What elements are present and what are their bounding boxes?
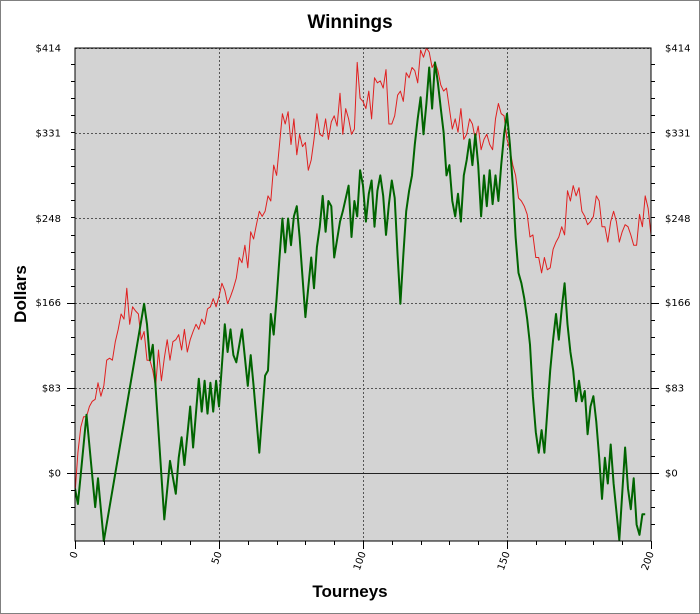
y-tick-labels-left: $0 $83 $166 $248 $331 $414 bbox=[36, 44, 61, 480]
x-tick-label: 100 bbox=[352, 550, 369, 572]
chart-title: Winnings bbox=[307, 12, 393, 33]
x-tick-label: 200 bbox=[640, 550, 657, 572]
y-tick-label-right: $83 bbox=[665, 383, 684, 394]
x-tick-labels: 0 50 100 150 200 bbox=[68, 550, 657, 572]
axis-ticks bbox=[67, 64, 659, 549]
y-tick-label-right: $248 bbox=[665, 214, 690, 225]
plot-area bbox=[75, 48, 651, 541]
y-tick-label-left: $414 bbox=[36, 44, 61, 55]
series-line-green bbox=[75, 61, 646, 542]
y-tick-label-right: $166 bbox=[665, 298, 690, 309]
x-tick-label: 50 bbox=[210, 550, 225, 566]
y-tick-label-right: $414 bbox=[665, 44, 690, 55]
x-tick-label: 0 bbox=[68, 550, 81, 560]
y-tick-label-left: $83 bbox=[42, 383, 61, 394]
y-tick-label-left: $331 bbox=[36, 129, 61, 140]
y-tick-label-left: $166 bbox=[36, 298, 61, 309]
x-axis-label: Tourneys bbox=[312, 582, 388, 601]
y-tick-label-right: $0 bbox=[665, 469, 678, 480]
y-tick-label-left: $0 bbox=[48, 469, 61, 480]
x-tick-label: 150 bbox=[496, 550, 513, 572]
series-group bbox=[75, 47, 651, 542]
y-tick-label-right: $331 bbox=[665, 129, 690, 140]
series-line-red bbox=[75, 47, 651, 494]
y-tick-label-left: $248 bbox=[36, 214, 61, 225]
y-tick-labels-right: $0 $83 $166 $248 $331 $414 bbox=[665, 44, 690, 480]
